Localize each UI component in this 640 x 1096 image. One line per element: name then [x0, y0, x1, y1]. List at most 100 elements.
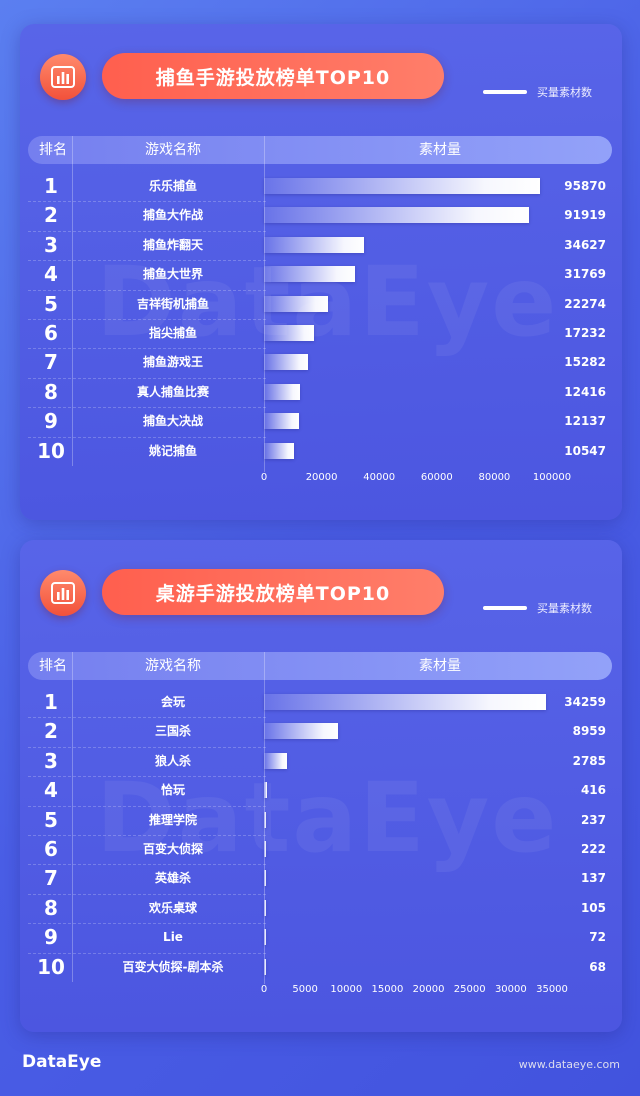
table-row: 1 会玩 34259 — [28, 688, 612, 717]
bar-value-label: 12137 — [564, 414, 606, 429]
legend-label: 买量素材数 — [537, 602, 592, 615]
bar — [264, 929, 266, 946]
rank-number: 9 — [44, 409, 58, 434]
row-separator — [28, 260, 266, 262]
header-name: 游戏名称 — [145, 142, 201, 158]
table-header: 排名 游戏名称 素材量 — [28, 136, 612, 164]
rank-number: 7 — [44, 866, 58, 891]
rank-number: 5 — [44, 291, 58, 316]
game-name: 姚记捕鱼 — [148, 443, 197, 458]
rank-number: 4 — [44, 262, 58, 287]
header-value: 素材量 — [419, 142, 461, 158]
row-separator — [28, 746, 266, 748]
row-separator — [28, 201, 266, 203]
legend: 买量素材数 — [483, 84, 592, 100]
bar — [264, 870, 266, 887]
bar-chart-icon — [40, 570, 86, 616]
rank-number: 10 — [37, 438, 65, 463]
table-row: 2 捕鱼大作战 91919 — [28, 201, 612, 230]
game-name: 真人捕鱼比赛 — [136, 384, 209, 399]
rank-number: 6 — [44, 321, 58, 345]
bar-value-label: 91919 — [564, 208, 606, 223]
game-name: 三国杀 — [154, 724, 191, 739]
rank-number: 8 — [44, 379, 58, 404]
bar — [264, 354, 308, 371]
bar-value-label: 68 — [589, 959, 606, 974]
bar — [264, 752, 287, 769]
bar-value-label: 222 — [580, 842, 606, 856]
row-separator — [28, 923, 266, 925]
table-row: 9 Lie 72 — [28, 923, 612, 952]
legend-label: 买量素材数 — [537, 86, 592, 99]
bar-chart-icon — [40, 54, 86, 100]
footer-url[interactable]: www.dataeye.com — [518, 1058, 620, 1071]
table-row: 2 三国杀 8959 — [28, 717, 612, 746]
game-name: 英雄杀 — [154, 871, 191, 886]
row-separator — [28, 377, 266, 379]
bar — [264, 723, 338, 740]
table-header: 排名 游戏名称 素材量 — [28, 652, 612, 680]
bar-value-label: 8959 — [572, 724, 606, 739]
table-row: 6 百变大侦探 222 — [28, 835, 612, 864]
table-row: 3 狼人杀 2785 — [28, 747, 612, 776]
bar — [264, 899, 266, 916]
row-separator — [28, 805, 266, 807]
row-separator — [28, 776, 266, 778]
bar — [264, 383, 300, 400]
table-row: 8 欢乐桌球 105 — [28, 894, 612, 923]
bar — [264, 266, 356, 283]
row-separator — [28, 289, 266, 291]
table-row: 1 乐乐捕鱼 95870 — [28, 172, 612, 201]
bar — [264, 178, 541, 194]
rank-number: 3 — [44, 232, 58, 257]
bar-value-label: 31769 — [564, 267, 606, 282]
game-name: 捕鱼大世界 — [142, 267, 203, 282]
row-separator — [28, 835, 266, 836]
game-name: 捕鱼大决战 — [142, 414, 203, 429]
bar — [264, 236, 364, 253]
bar — [264, 841, 266, 857]
table-row: 10 百变大侦探-剧本杀 68 — [28, 953, 612, 982]
header-value: 素材量 — [419, 658, 461, 674]
table-row: 4 恰玩 416 — [28, 776, 612, 805]
x-tick-label: 35000 — [536, 984, 568, 995]
game-name: 百变大侦探-剧本杀 — [122, 959, 224, 974]
chart-title: 桌游手游投放榜单TOP10 — [102, 569, 444, 615]
bar — [264, 442, 295, 459]
row-separator — [28, 864, 266, 866]
game-name: 狼人杀 — [154, 753, 191, 768]
game-name: 会玩 — [160, 695, 185, 709]
divider-line — [72, 652, 73, 982]
rank-number: 1 — [44, 174, 58, 198]
bar-value-label: 237 — [580, 812, 606, 827]
bar-value-label: 2785 — [572, 753, 606, 768]
table-row: 6 指尖捕鱼 17232 — [28, 319, 612, 348]
bar-value-label: 12416 — [564, 384, 606, 399]
bar — [264, 325, 314, 341]
divider-line — [72, 136, 73, 466]
legend-swatch — [483, 90, 527, 94]
x-tick-label: 60000 — [420, 472, 453, 483]
x-tick-label: 25000 — [453, 984, 486, 995]
bar-value-label: 22274 — [564, 296, 606, 311]
game-name: 捕鱼游戏王 — [142, 355, 203, 370]
bar-value-label: 34627 — [564, 237, 606, 252]
rank-number: 2 — [44, 203, 58, 228]
game-name: 推理学院 — [148, 812, 197, 827]
bar-value-label: 72 — [589, 930, 606, 945]
header-name: 游戏名称 — [145, 658, 201, 674]
game-name: Lie — [163, 930, 183, 945]
table-row: 7 英雄杀 137 — [28, 864, 612, 893]
bar — [264, 207, 529, 224]
x-tick-label: 80000 — [478, 472, 511, 483]
rank-number: 7 — [44, 350, 58, 375]
bar — [264, 295, 329, 312]
rank-number: 10 — [37, 954, 65, 979]
game-name: 欢乐桌球 — [148, 900, 197, 915]
x-tick-label: 15000 — [371, 984, 404, 995]
bar — [264, 694, 546, 710]
game-name: 指尖捕鱼 — [148, 326, 197, 340]
game-name: 乐乐捕鱼 — [148, 179, 197, 193]
row-separator — [28, 348, 266, 350]
row-separator — [28, 319, 266, 320]
